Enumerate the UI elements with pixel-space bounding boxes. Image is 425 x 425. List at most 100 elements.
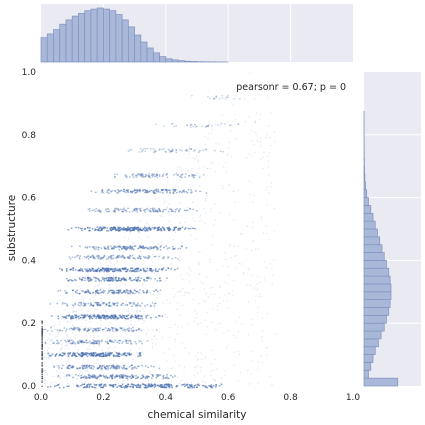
- scatter-point: [254, 152, 256, 154]
- scatter-point: [45, 353, 48, 355]
- scatter-point: [108, 301, 110, 304]
- scatter-point: [247, 269, 250, 271]
- scatter-point: [156, 247, 158, 249]
- scatter-point: [155, 246, 158, 248]
- scatter-point: [158, 244, 160, 246]
- scatter-point: [81, 367, 84, 369]
- scatter-point: [86, 314, 89, 316]
- scatter-point: [142, 268, 145, 270]
- scatter-point: [218, 143, 220, 145]
- scatter-point: [83, 305, 86, 307]
- scatter-point: [62, 386, 65, 389]
- scatter-point: [171, 148, 174, 150]
- scatter-point: [174, 189, 176, 191]
- scatter-point: [81, 268, 83, 271]
- scatter-point: [138, 304, 141, 307]
- scatter-point: [209, 210, 211, 212]
- scatter-point: [233, 190, 235, 192]
- scatter-point: [150, 148, 152, 150]
- scatter-point: [66, 378, 68, 380]
- scatter-point: [140, 340, 142, 343]
- y-marginal-bar: [363, 181, 366, 191]
- scatter-point: [97, 328, 100, 330]
- scatter-point: [136, 376, 139, 379]
- scatter-point: [115, 369, 117, 371]
- scatter-point: [75, 279, 77, 282]
- scatter-point: [94, 375, 97, 377]
- scatter-point: [72, 326, 75, 328]
- scatter-point: [195, 156, 198, 158]
- scatter-point: [63, 353, 65, 356]
- scatter-point: [273, 231, 276, 233]
- scatter-point: [109, 280, 111, 282]
- scatter-point: [188, 150, 190, 152]
- scatter-point: [132, 375, 135, 378]
- scatter-point: [129, 247, 131, 250]
- scatter-point: [125, 278, 127, 281]
- scatter-point: [158, 374, 160, 376]
- scatter-point: [268, 84, 270, 86]
- scatter-point: [124, 209, 126, 211]
- scatter-point: [89, 304, 91, 307]
- scatter-point: [166, 277, 168, 279]
- scatter-point: [41, 348, 43, 351]
- scatter-point: [219, 287, 221, 289]
- scatter-point: [115, 229, 117, 232]
- scatter-point: [118, 375, 121, 378]
- scatter-point: [265, 225, 267, 227]
- scatter-point: [171, 149, 174, 151]
- scatter-point: [202, 282, 204, 284]
- scatter-point: [70, 339, 73, 341]
- scatter-point: [132, 358, 134, 360]
- scatter-point: [135, 207, 138, 210]
- scatter-point: [117, 353, 120, 356]
- scatter-point: [136, 191, 138, 193]
- scatter-point: [70, 245, 73, 248]
- scatter-point: [72, 289, 74, 292]
- scatter-point: [114, 209, 116, 212]
- scatter-point: [145, 375, 147, 378]
- scatter-point: [152, 208, 154, 211]
- scatter-point: [85, 291, 88, 293]
- scatter-point: [194, 149, 196, 151]
- scatter-point: [74, 353, 76, 356]
- scatter-point: [144, 256, 147, 258]
- scatter-point: [184, 176, 186, 178]
- scatter-point: [107, 368, 109, 370]
- scatter-point: [106, 340, 109, 343]
- scatter-point: [88, 345, 90, 347]
- scatter-point: [142, 322, 144, 325]
- scatter-point: [118, 366, 120, 368]
- scatter-point: [139, 174, 142, 177]
- scatter-point: [85, 366, 88, 368]
- x-marginal-bar: [40, 37, 48, 63]
- scatter-point: [72, 310, 74, 312]
- scatter-point: [194, 310, 196, 312]
- scatter-point: [114, 211, 116, 213]
- scatter-point: [133, 289, 136, 292]
- scatter-point: [41, 375, 43, 378]
- scatter-point: [127, 353, 130, 355]
- scatter-point: [154, 302, 157, 304]
- scatter-point: [72, 315, 75, 318]
- scatter-point: [96, 375, 99, 378]
- scatter-point: [99, 304, 101, 306]
- scatter-point: [132, 248, 135, 251]
- scatter-point: [191, 95, 193, 97]
- scatter-point: [203, 208, 205, 210]
- scatter-point: [74, 303, 77, 306]
- scatter-point: [155, 198, 157, 200]
- scatter-point: [189, 124, 191, 127]
- scatter-point: [58, 329, 61, 332]
- scatter-point: [76, 292, 78, 294]
- scatter-point: [184, 221, 186, 223]
- scatter-point: [131, 383, 134, 385]
- scatter-point: [133, 209, 136, 211]
- scatter-point: [199, 251, 201, 253]
- scatter-point: [213, 98, 216, 100]
- scatter-point: [99, 378, 101, 381]
- scatter-point: [59, 289, 62, 292]
- scatter-point: [222, 150, 224, 153]
- scatter-point: [147, 255, 150, 257]
- scatter-point: [124, 339, 127, 342]
